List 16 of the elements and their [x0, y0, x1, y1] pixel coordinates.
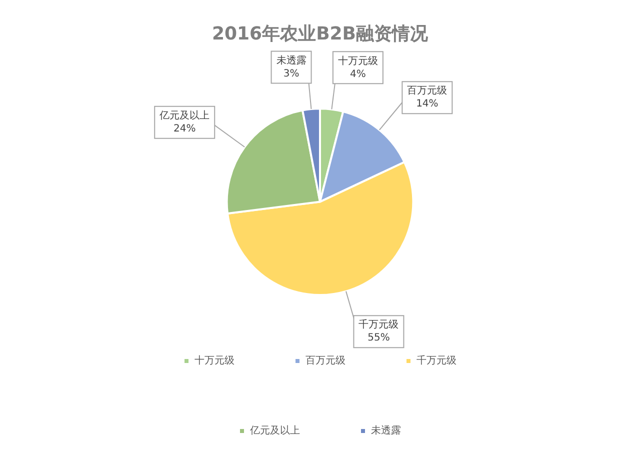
legend-label: 未透露 — [371, 424, 401, 437]
data-label: 3% — [283, 68, 300, 80]
slice-label: 十万元级 — [338, 54, 378, 67]
slice-label: 亿元及以上 — [158, 109, 210, 122]
data-label: 14% — [416, 98, 438, 110]
legend-label: 十万元级 — [194, 354, 234, 367]
slice-label: 百万元级 — [407, 84, 448, 97]
chart-title: 2016年农业B2B融资情况 — [212, 23, 430, 44]
legend-label: 百万元级 — [306, 354, 346, 367]
legend-label: 亿元及以上 — [249, 424, 300, 437]
slice-label: 未透露 — [276, 54, 306, 66]
slice-label: 千万元级 — [358, 318, 399, 331]
data-label: 55% — [368, 332, 390, 344]
data-label: 4% — [350, 68, 366, 80]
data-label: 24% — [174, 123, 196, 134]
legend-label: 千万元级 — [416, 354, 456, 367]
